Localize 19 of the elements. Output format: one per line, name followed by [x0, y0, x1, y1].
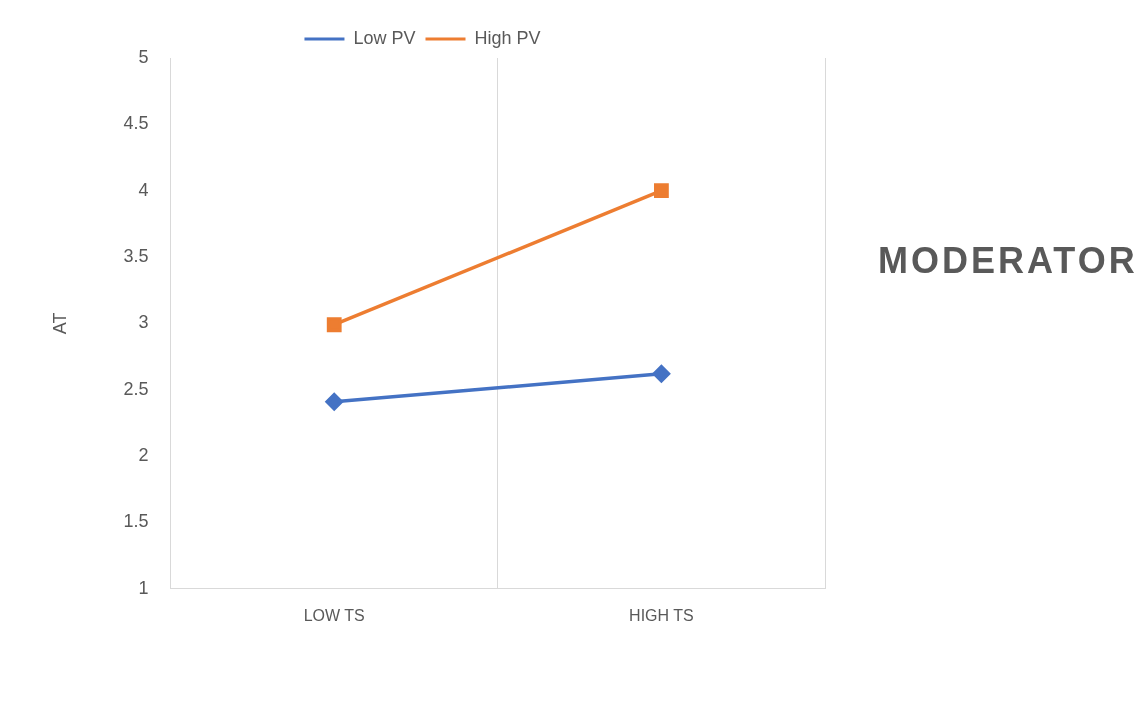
y-tick-label: 5	[138, 46, 149, 67]
y-tick-label: 1	[138, 577, 149, 598]
legend-label: Low PV	[353, 27, 416, 48]
x-tick-label: HIGH TS	[629, 606, 694, 624]
y-tick-label: 1.5	[123, 511, 149, 532]
legend-label: High PV	[474, 27, 541, 48]
y-axis-title: AT	[49, 312, 70, 335]
y-tick-label: 2	[138, 445, 149, 466]
x-tick-label: LOW TS	[303, 606, 365, 624]
y-tick-label: 4.5	[123, 113, 149, 134]
point	[326, 317, 342, 333]
y-tick-label: 2.5	[123, 378, 149, 399]
text: MODERATOR	[878, 240, 1138, 282]
y-tick-label: 3	[138, 312, 149, 333]
y-tick-label: 3.5	[123, 246, 149, 267]
y-tick-label: 4	[138, 179, 149, 200]
point	[325, 392, 343, 411]
point	[654, 183, 669, 199]
point	[652, 365, 671, 383]
